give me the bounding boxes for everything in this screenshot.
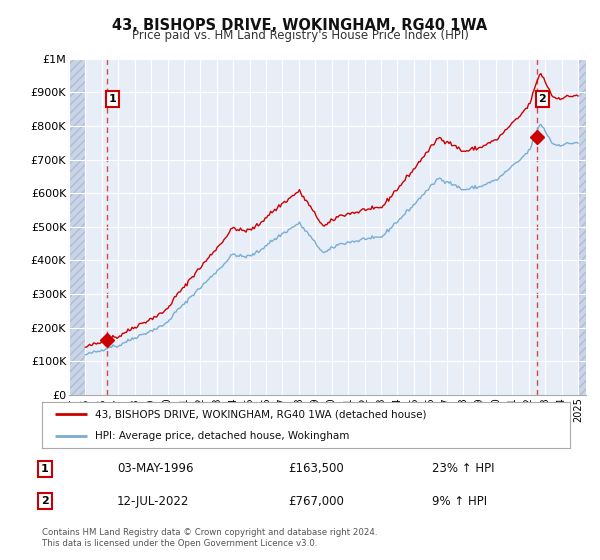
Text: £163,500: £163,500: [288, 462, 344, 475]
Text: 9% ↑ HPI: 9% ↑ HPI: [432, 494, 487, 508]
Text: 2: 2: [538, 94, 546, 104]
Text: 23% ↑ HPI: 23% ↑ HPI: [432, 462, 494, 475]
Text: £767,000: £767,000: [288, 494, 344, 508]
Text: Contains HM Land Registry data © Crown copyright and database right 2024.: Contains HM Land Registry data © Crown c…: [42, 528, 377, 536]
Text: HPI: Average price, detached house, Wokingham: HPI: Average price, detached house, Woki…: [95, 431, 349, 441]
Text: 2: 2: [41, 496, 49, 506]
Text: 1: 1: [109, 94, 116, 104]
Text: This data is licensed under the Open Government Licence v3.0.: This data is licensed under the Open Gov…: [42, 539, 317, 548]
Bar: [578, 59, 586, 395]
Text: 03-MAY-1996: 03-MAY-1996: [117, 462, 193, 475]
Bar: [69, 59, 85, 395]
Text: Price paid vs. HM Land Registry's House Price Index (HPI): Price paid vs. HM Land Registry's House …: [131, 29, 469, 42]
Text: 43, BISHOPS DRIVE, WOKINGHAM, RG40 1WA: 43, BISHOPS DRIVE, WOKINGHAM, RG40 1WA: [112, 18, 488, 33]
Text: 12-JUL-2022: 12-JUL-2022: [117, 494, 190, 508]
Text: 1: 1: [41, 464, 49, 474]
Text: 43, BISHOPS DRIVE, WOKINGHAM, RG40 1WA (detached house): 43, BISHOPS DRIVE, WOKINGHAM, RG40 1WA (…: [95, 409, 426, 419]
